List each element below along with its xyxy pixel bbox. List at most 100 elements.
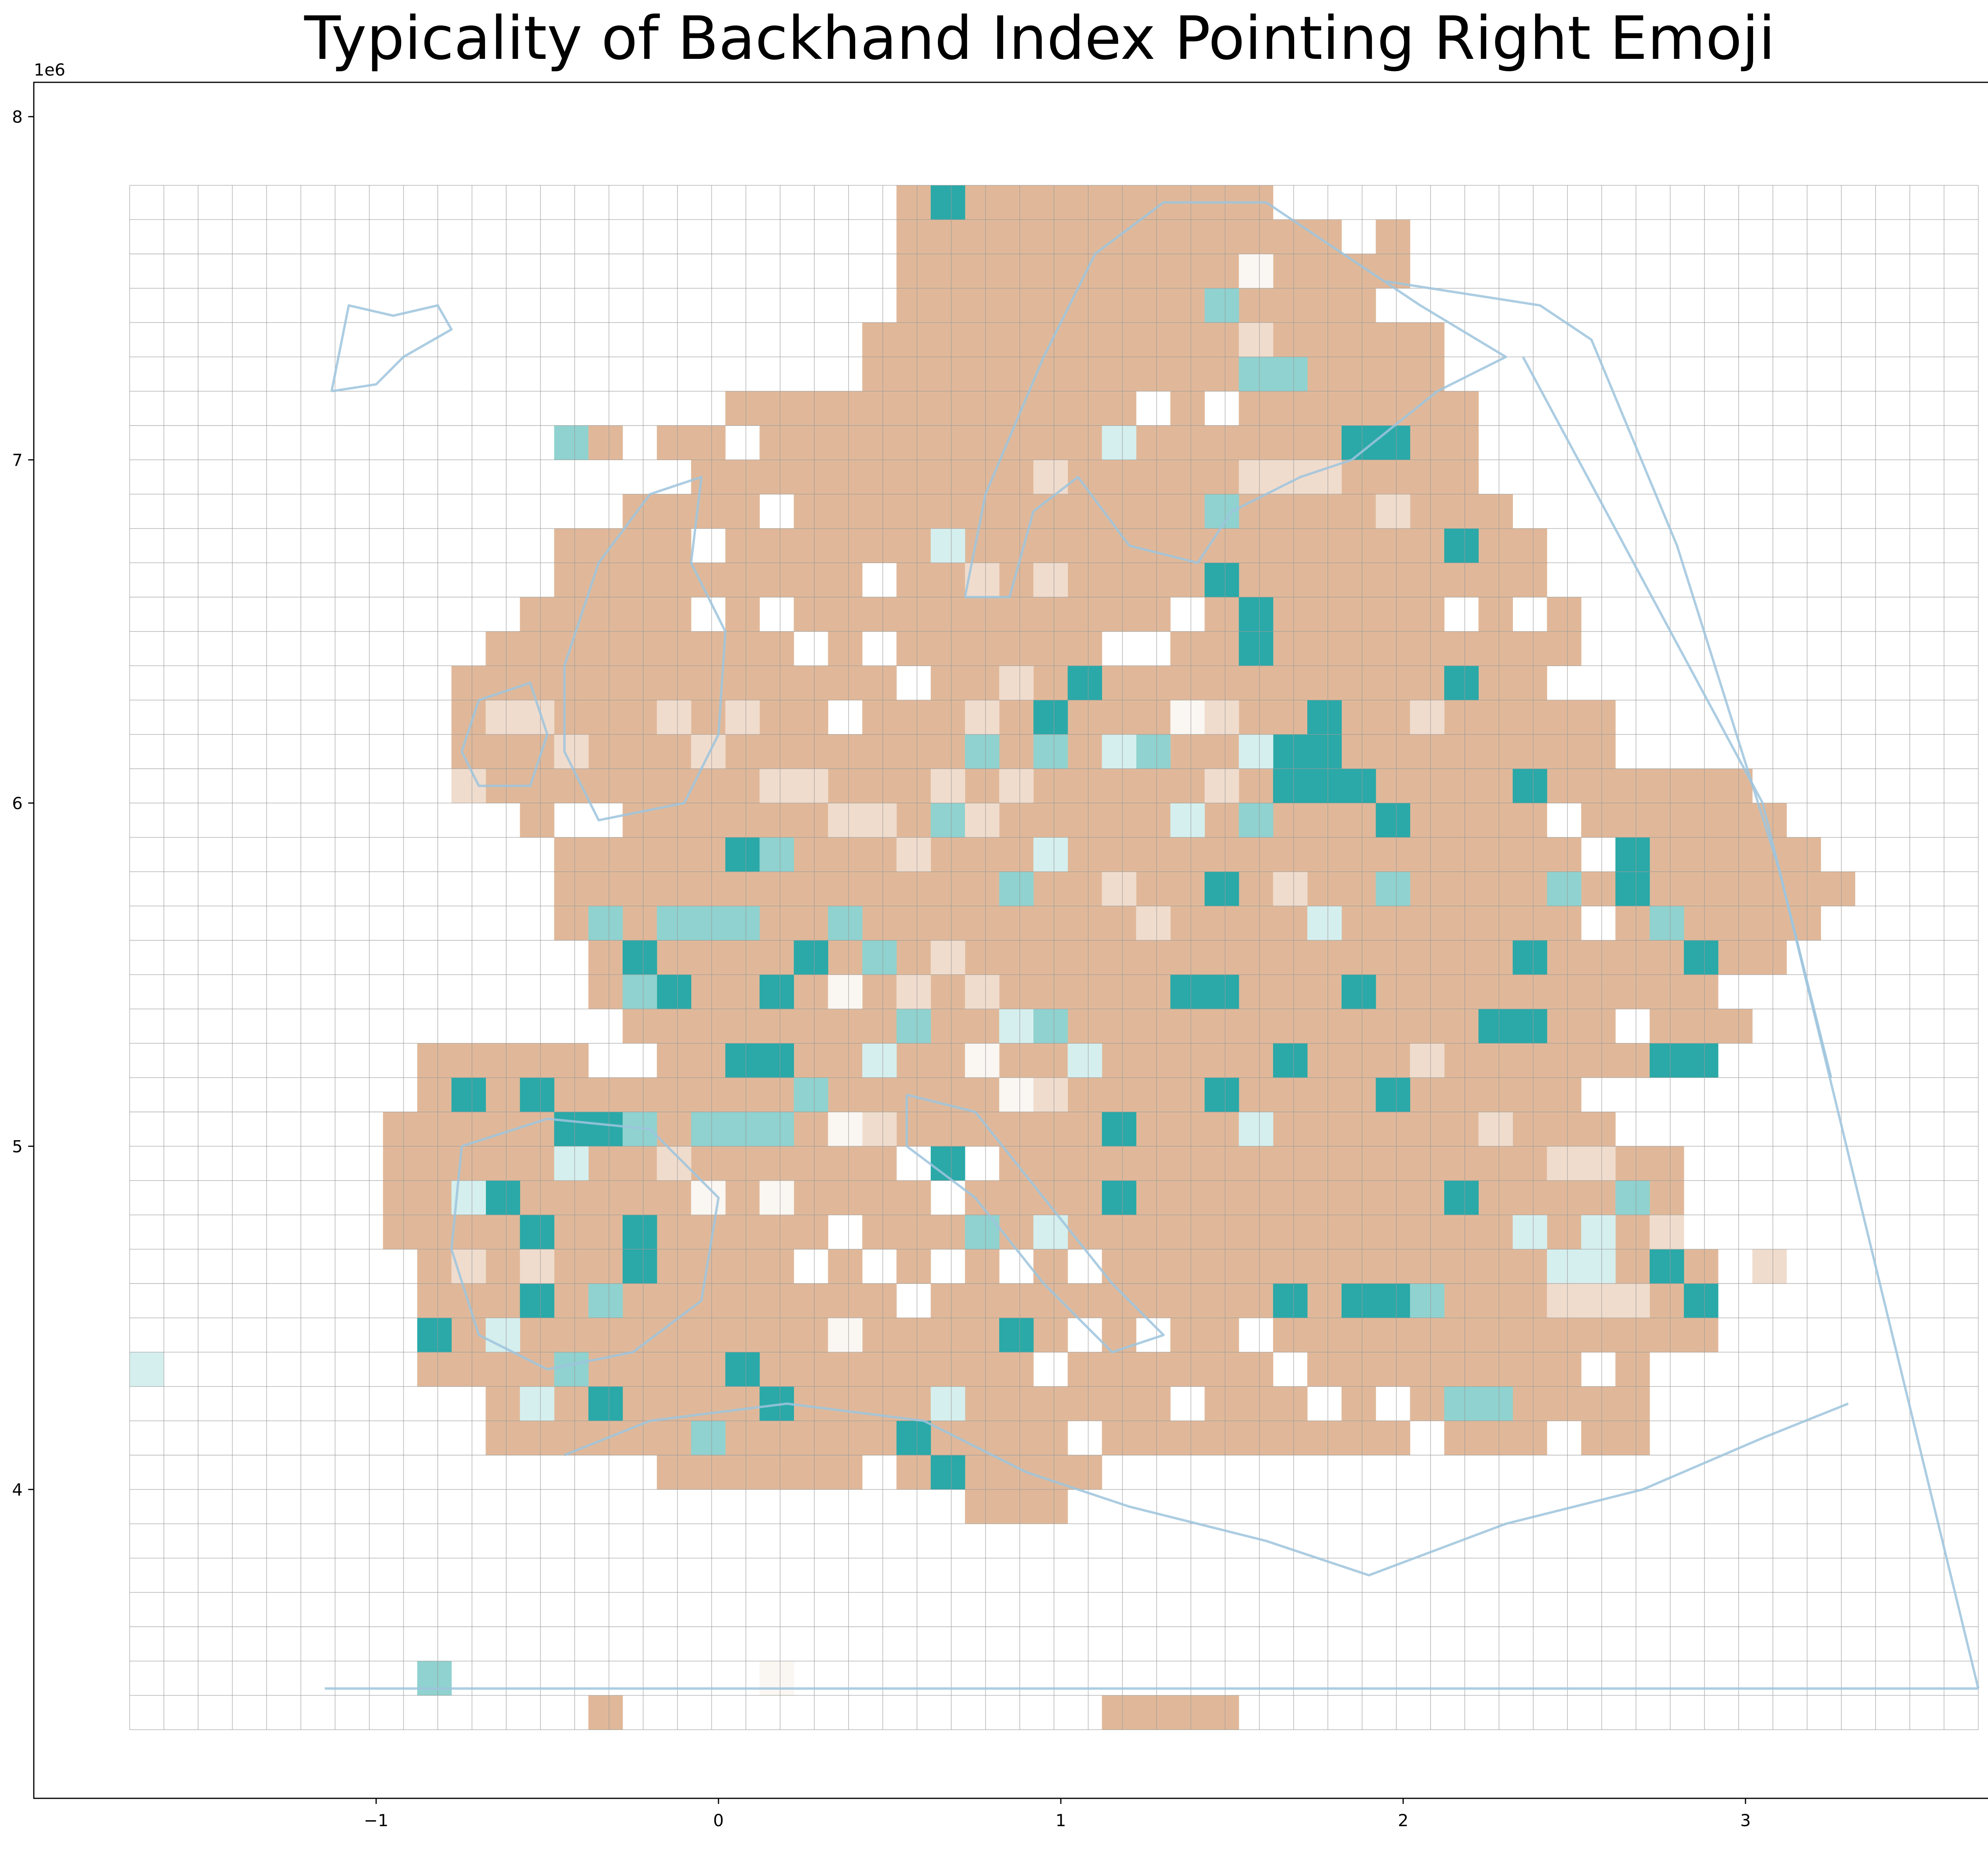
heatmap-cell — [691, 837, 726, 872]
heatmap-cell — [1615, 871, 1650, 906]
heatmap-cell — [794, 1386, 829, 1421]
heatmap-cell — [1068, 494, 1102, 529]
heatmap-cell — [1102, 974, 1136, 1009]
heatmap-cell — [828, 1146, 863, 1181]
heatmap-cell — [759, 1421, 794, 1456]
heatmap-cell — [1033, 1318, 1068, 1353]
heatmap-cell — [554, 871, 589, 906]
heatmap-cell — [794, 700, 829, 735]
heatmap-cell — [1033, 769, 1068, 803]
heatmap-cell — [417, 1180, 452, 1215]
heatmap-cell — [1342, 1249, 1376, 1284]
heatmap-cell — [999, 666, 1034, 700]
heatmap-cell — [657, 1318, 691, 1353]
heatmap-cell — [588, 734, 623, 769]
heatmap-cell — [862, 700, 897, 735]
heatmap-cell — [554, 1318, 589, 1353]
heatmap-cell — [1410, 1009, 1444, 1044]
heatmap-cell — [657, 1180, 691, 1215]
heatmap-cell — [1204, 1249, 1239, 1284]
heatmap-cell — [725, 734, 760, 769]
heatmap-cell — [1136, 1009, 1171, 1044]
heatmap-cell — [725, 1215, 760, 1250]
heatmap-cell — [1033, 906, 1068, 941]
heatmap-cell — [1342, 940, 1376, 975]
y-tick-label: 5 — [12, 1137, 23, 1156]
heatmap-cell — [1102, 666, 1136, 700]
heatmap-cell — [1444, 974, 1479, 1009]
heatmap-cell — [862, 803, 897, 838]
heatmap-cell — [1239, 1112, 1274, 1147]
heatmap-cell — [896, 631, 931, 666]
heatmap-cell — [1410, 1283, 1444, 1318]
heatmap-cell — [1033, 1489, 1068, 1524]
heatmap-cell — [1650, 1283, 1684, 1318]
heatmap-cell — [1478, 1009, 1513, 1044]
heatmap-cell — [485, 1077, 520, 1112]
heatmap-cell — [1204, 254, 1239, 289]
heatmap-cell — [1239, 563, 1274, 597]
heatmap-cell — [1307, 1421, 1342, 1456]
heatmap-cell — [1033, 494, 1068, 529]
heatmap-cell — [1102, 906, 1136, 941]
heatmap-cell — [1136, 597, 1171, 632]
heatmap-cell — [1650, 974, 1684, 1009]
heatmap-cell — [1239, 1215, 1274, 1250]
heatmap-cell — [1786, 871, 1821, 906]
heatmap-cell — [725, 1249, 760, 1284]
heatmap-cell — [794, 803, 829, 838]
heatmap-cell — [1342, 1077, 1376, 1112]
heatmap-cell — [1204, 837, 1239, 872]
heatmap-cell — [622, 1386, 657, 1421]
heatmap-cell — [1581, 769, 1616, 803]
heatmap-cell — [1512, 1215, 1547, 1250]
heatmap-cell — [862, 769, 897, 803]
heatmap-cell — [1204, 1318, 1239, 1353]
heatmap-cell — [896, 734, 931, 769]
heatmap-cell — [1444, 734, 1479, 769]
heatmap-cell — [794, 426, 829, 460]
heatmap-cell — [1376, 769, 1410, 803]
border-frame-far-east — [1386, 280, 1980, 1689]
heatmap-cell — [691, 1077, 726, 1112]
heatmap-cell — [1512, 1043, 1547, 1078]
heatmap-cell — [1307, 974, 1342, 1009]
heatmap-cell — [1102, 837, 1136, 872]
heatmap-cell — [657, 1043, 691, 1078]
heatmap-cell — [1650, 1043, 1684, 1078]
heatmap-cell — [1547, 1077, 1582, 1112]
heatmap-cell — [1239, 1386, 1274, 1421]
heatmap-cell — [725, 1352, 760, 1387]
heatmap-cell — [1170, 700, 1205, 735]
heatmap-cell — [1752, 940, 1787, 975]
heatmap-cell — [1650, 837, 1684, 872]
heatmap-cell — [1376, 460, 1410, 495]
heatmap-cell — [1342, 734, 1376, 769]
heatmap-cell — [588, 871, 623, 906]
heatmap-cell — [759, 1043, 794, 1078]
heatmap-cell — [999, 906, 1034, 941]
heatmap-cell — [1170, 1249, 1205, 1284]
heatmap-cell — [1547, 1112, 1582, 1147]
heatmap-cell — [520, 1283, 555, 1318]
heatmap-cell — [1068, 357, 1102, 392]
heatmap-cell — [1136, 871, 1171, 906]
heatmap-cell — [1581, 940, 1616, 975]
heatmap-cell — [1410, 837, 1444, 872]
heatmap-cell — [1170, 1421, 1205, 1456]
heatmap-cell — [588, 1077, 623, 1112]
heatmap-cell — [725, 1421, 760, 1456]
heatmap-cell — [1102, 357, 1136, 392]
heatmap-cell — [1376, 974, 1410, 1009]
heatmap-cell — [1102, 1695, 1136, 1730]
heatmap-cell — [1033, 426, 1068, 460]
heatmap-cell — [622, 769, 657, 803]
heatmap-cell — [554, 1043, 589, 1078]
heatmap-cell — [1547, 940, 1582, 975]
heatmap-cell — [1239, 254, 1274, 289]
heatmap-cell — [1547, 631, 1582, 666]
heatmap-cell — [1650, 1318, 1684, 1353]
heatmap-cell — [759, 974, 794, 1009]
heatmap-cell — [930, 940, 965, 975]
heatmap-cell — [1033, 940, 1068, 975]
